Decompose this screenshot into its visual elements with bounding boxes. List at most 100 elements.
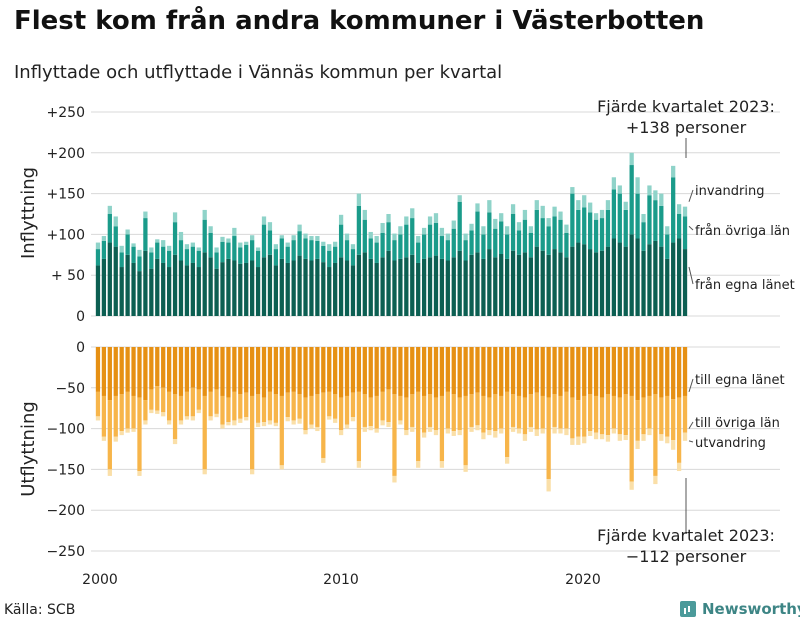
outflow-bar — [119, 347, 124, 395]
x-tick-label: 2010 — [323, 572, 359, 588]
inflow-bar — [137, 256, 142, 272]
outflow-bar — [445, 428, 450, 434]
outflow-bar — [469, 426, 474, 432]
inflow-bar — [315, 240, 320, 259]
outflow-bar — [190, 387, 195, 417]
outflow-bar — [149, 347, 154, 390]
inflow-bar — [641, 222, 646, 251]
inflow-bar — [404, 216, 409, 225]
inflow-bar — [149, 268, 154, 316]
outflow-bar — [588, 347, 593, 395]
inflow-bar — [546, 226, 551, 255]
outflow-bar — [653, 347, 658, 395]
inflow-bar — [605, 246, 611, 316]
inflow-bar — [131, 246, 136, 263]
outflow-bar — [528, 394, 533, 427]
inflow-bar — [410, 218, 415, 255]
outflow-bar — [505, 391, 510, 458]
inflow-bar — [427, 216, 433, 225]
outflow-bar — [481, 395, 486, 433]
outflow-bar — [570, 347, 575, 398]
outflow-bar — [297, 394, 302, 419]
outflow-bar — [362, 394, 367, 427]
inflow-bar — [261, 224, 267, 258]
inflow-bar — [540, 218, 545, 251]
inflow-bar — [427, 224, 433, 258]
outflow-bar — [321, 457, 326, 463]
outflow-bar — [510, 394, 516, 427]
inflow-bar — [95, 242, 101, 250]
outflow-bar — [356, 461, 362, 468]
outflow-bar — [671, 347, 676, 400]
inflow-bar — [522, 209, 528, 220]
outflow-bar — [582, 436, 587, 444]
outflow-bar — [190, 416, 195, 421]
outflow-bar — [629, 347, 634, 396]
inflow-bar — [475, 252, 480, 316]
inflow-bar — [457, 250, 462, 316]
upper-y-tick: +200 — [47, 146, 85, 162]
inflow-bar — [338, 257, 344, 316]
outflow-bar — [327, 391, 332, 417]
inflow-bar — [291, 240, 296, 261]
outflow-bar — [469, 347, 474, 395]
inflow-bar — [267, 254, 273, 316]
outflow-bar — [493, 347, 498, 395]
outflow-bar — [665, 436, 670, 444]
outflow-bar — [552, 394, 557, 427]
inflow-bar — [653, 240, 658, 316]
inflow-bar — [279, 258, 284, 316]
upper-series-label: från egna länet — [695, 278, 795, 293]
outflow-bar — [421, 395, 427, 433]
outflow-bar — [416, 347, 421, 392]
upper-label-leader — [688, 189, 694, 202]
outflow-bar — [315, 394, 320, 427]
inflow-bar — [398, 258, 403, 316]
inflow-bar — [166, 267, 172, 316]
inflow-bar — [421, 227, 427, 235]
inflow-bar — [303, 233, 308, 239]
lower-annotation-line1: Fjärde kvartalet 2023: — [597, 526, 775, 545]
outflow-bar — [184, 391, 190, 417]
outflow-bar — [338, 430, 344, 436]
outflow-bar — [386, 347, 391, 390]
outflow-bar — [232, 347, 237, 392]
outflow-bar — [327, 416, 332, 420]
lower-y-tick: −250 — [47, 544, 85, 560]
inflow-bar — [653, 200, 658, 241]
inflow-bar — [119, 245, 124, 253]
inflow-bar — [386, 250, 391, 316]
inflow-bar — [676, 214, 682, 239]
inflow-bar — [113, 246, 118, 316]
inflow-bar — [368, 231, 373, 239]
outflow-bar — [190, 347, 195, 388]
outflow-bar — [582, 395, 587, 437]
outflow-bar — [315, 426, 320, 432]
brand-logo: Newsworthy — [680, 600, 800, 618]
inflow-bar — [338, 224, 344, 258]
inflow-bar — [682, 216, 688, 250]
inflow-bar — [445, 233, 450, 241]
outflow-bar — [95, 391, 101, 417]
outflow-bar — [665, 347, 670, 396]
outflow-bar — [416, 461, 421, 468]
outflow-bar — [333, 418, 338, 423]
inflow-bar — [647, 185, 652, 196]
upper-label-leader — [688, 266, 694, 285]
inflow-bar — [297, 231, 302, 256]
outflow-bar — [617, 347, 622, 398]
inflow-bar — [244, 245, 249, 263]
outflow-bar — [540, 347, 545, 396]
outflow-bar — [593, 432, 599, 440]
inflow-bar — [421, 258, 427, 316]
inflow-bar — [510, 204, 516, 214]
inflow-bar — [380, 257, 385, 316]
inflow-bar — [321, 262, 326, 316]
outflow-bar — [184, 416, 190, 420]
inflow-bar — [552, 216, 557, 250]
outflow-bar — [125, 347, 130, 392]
outflow-bar — [214, 413, 219, 418]
inflow-bar — [451, 228, 456, 258]
outflow-bar — [344, 395, 350, 425]
inflow-bar — [617, 193, 622, 243]
